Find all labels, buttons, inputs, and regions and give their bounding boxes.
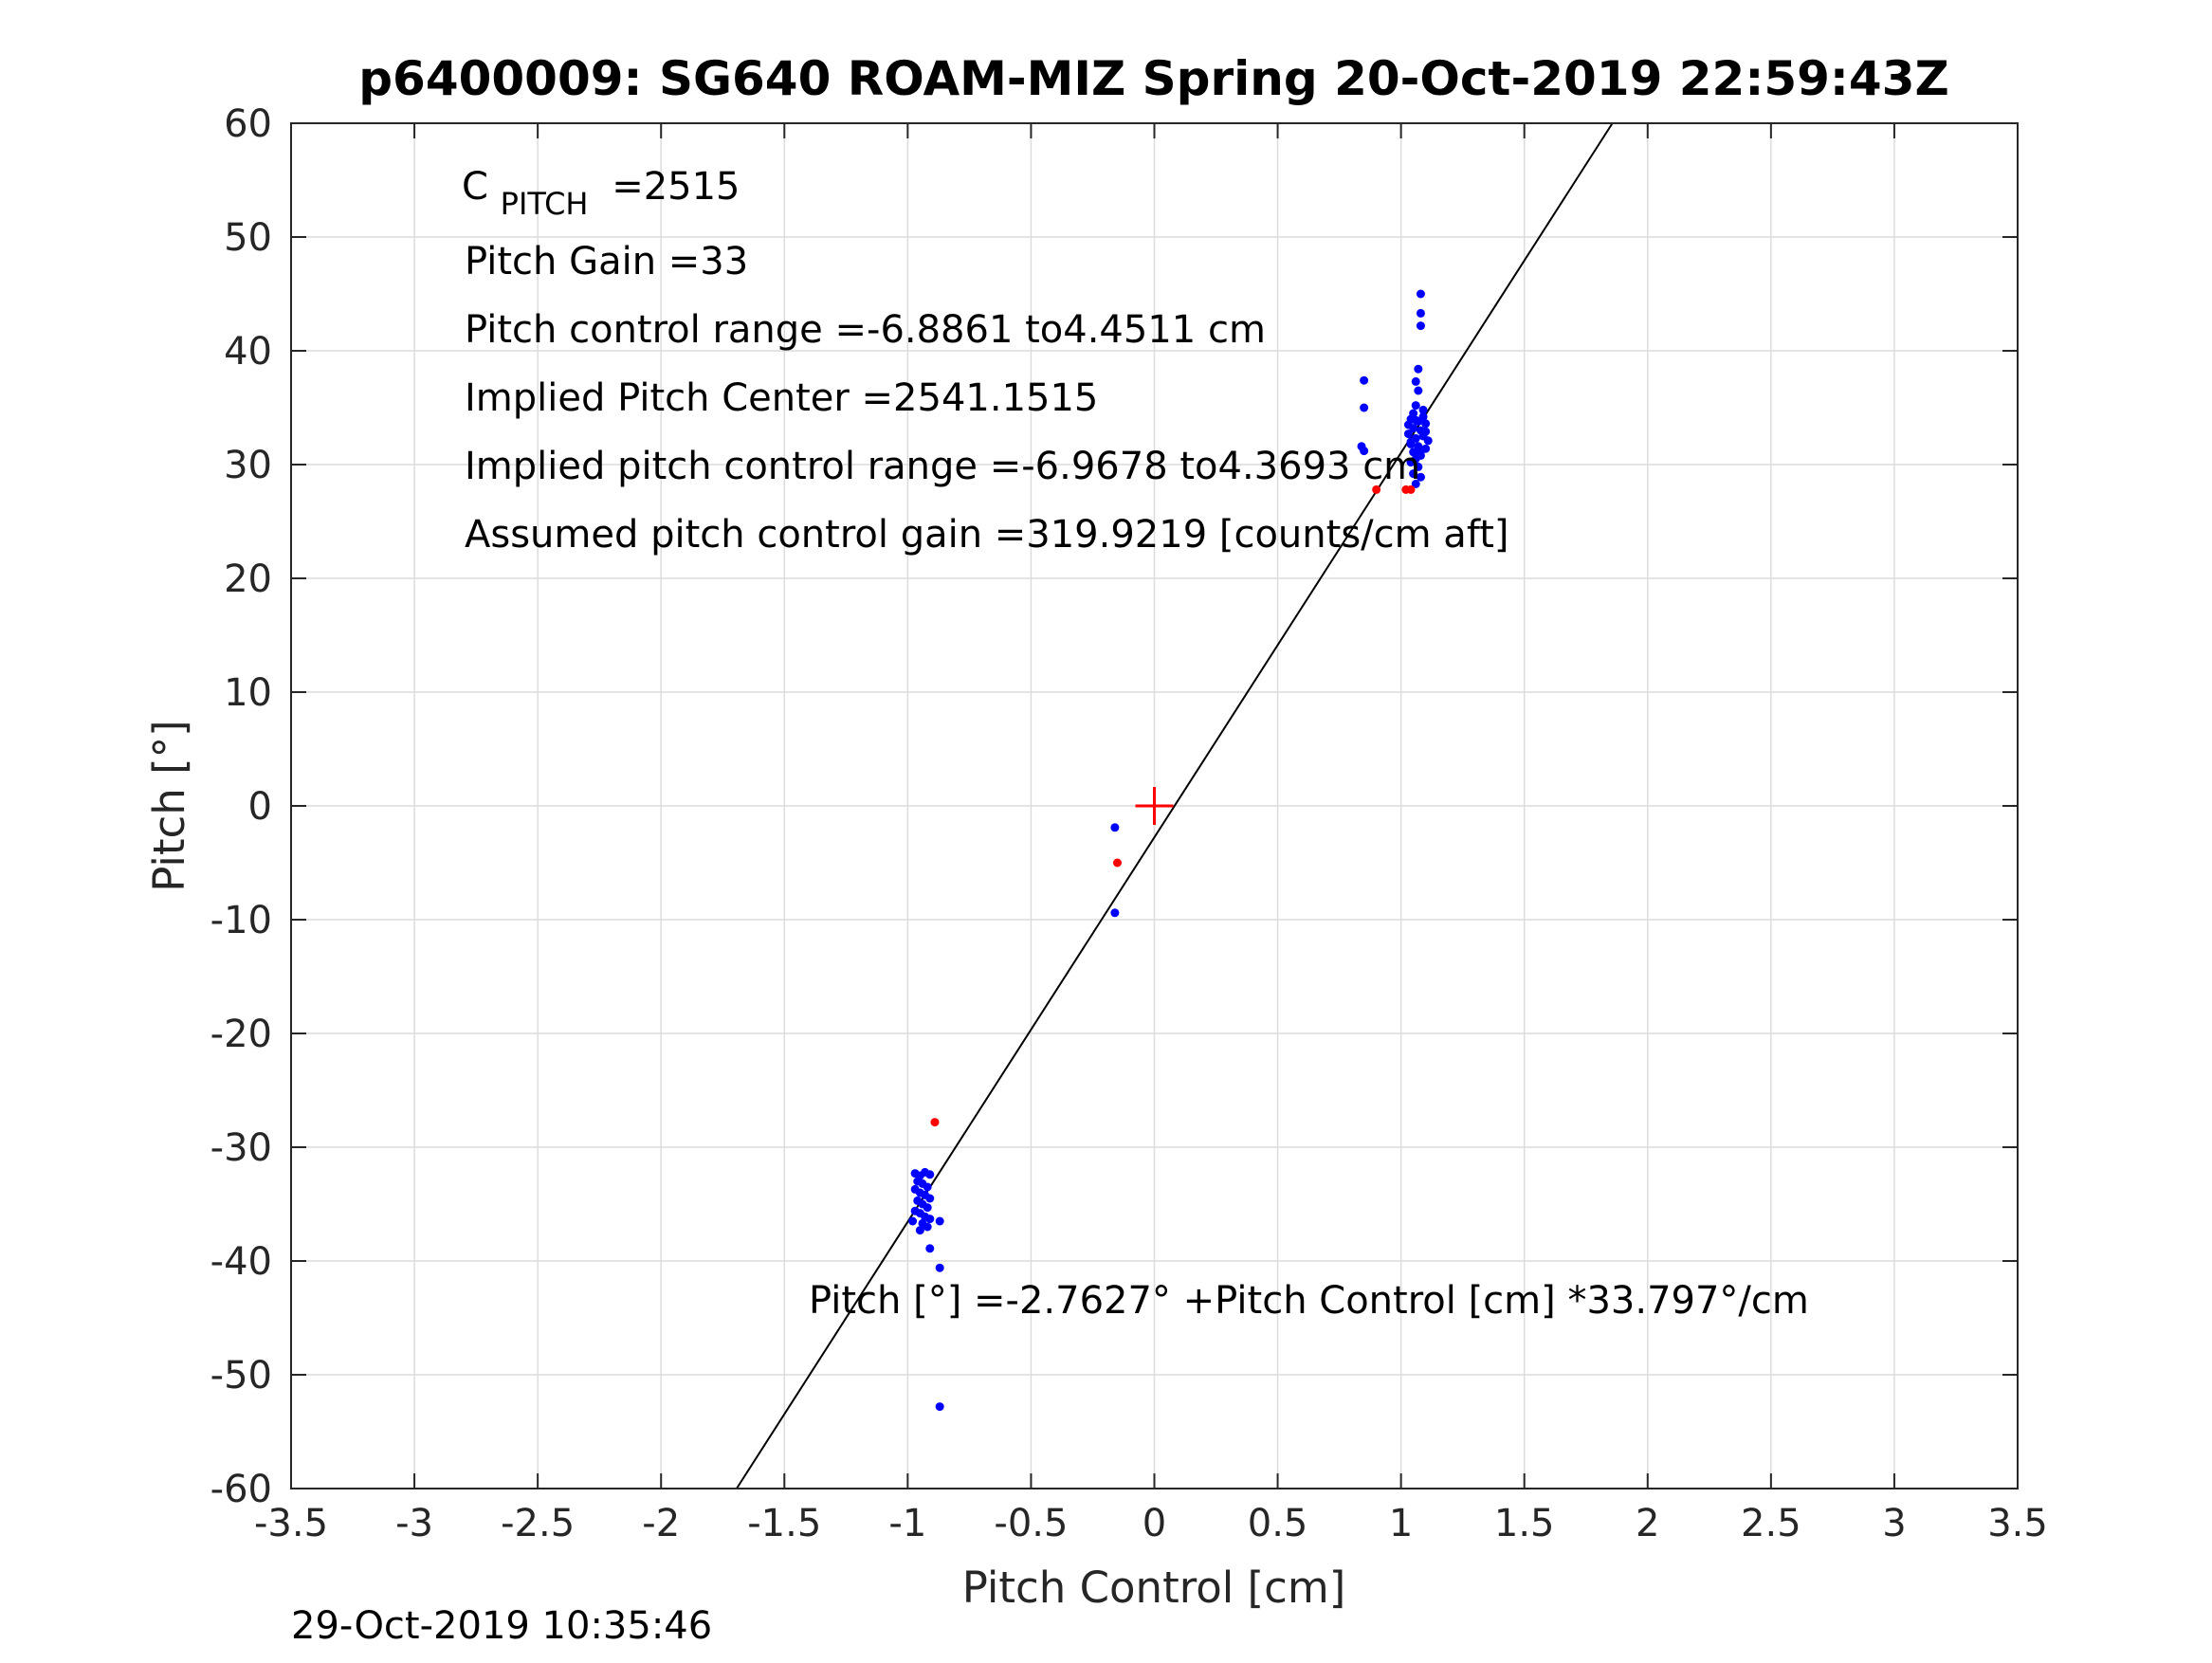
data-point <box>1110 823 1120 832</box>
x-tick-label: -1.5 <box>747 1502 821 1545</box>
footer-timestamp: 29-Oct-2019 10:35:46 <box>291 1604 712 1648</box>
y-tick-label: 30 <box>224 444 272 487</box>
annotation-pitch-control-range: Pitch control range =-6.8861 to4.4511 cm <box>465 308 1266 352</box>
data-point <box>1416 472 1425 482</box>
y-tick-label: -50 <box>210 1354 272 1398</box>
data-point <box>1360 403 1369 412</box>
fit-line <box>736 122 1614 1489</box>
x-tick-label: -1 <box>888 1502 926 1545</box>
data-point <box>1403 429 1413 439</box>
data-point <box>1416 321 1425 331</box>
y-tick-label: 10 <box>224 671 272 715</box>
data-point <box>1403 420 1413 429</box>
data-point <box>1406 458 1416 467</box>
x-tick-label: -0.5 <box>994 1502 1068 1545</box>
data-point <box>1418 412 1428 422</box>
data-point <box>1360 375 1369 385</box>
data-point <box>1411 401 1420 411</box>
data-point <box>925 1215 935 1224</box>
x-tick-label: 0 <box>1143 1502 1166 1545</box>
annotation-c-pitch: C PITCH =2515 <box>462 165 740 224</box>
c-pitch-subscript: PITCH <box>501 186 589 222</box>
data-point <box>925 1244 935 1253</box>
data-point <box>935 1402 944 1412</box>
annotation-implied-range: Implied pitch control range =-6.9678 to4… <box>465 445 1420 488</box>
x-tick-label: -3 <box>395 1502 433 1545</box>
x-tick-labels: -3.5 -3 -2.5 -2 -1.5 -1 -0.5 0 0.5 1 1.5 2 2.5 3 3.5 <box>254 1502 2048 1545</box>
x-tick-label: 3.5 <box>1987 1502 2048 1545</box>
data-point <box>1414 462 1423 471</box>
data-point <box>1411 376 1420 386</box>
c-pitch-value: =2515 <box>612 165 740 209</box>
data-point <box>1372 484 1381 494</box>
center-cross-marker <box>1135 787 1174 825</box>
y-tick-label: -40 <box>210 1240 272 1284</box>
data-point <box>1360 447 1369 456</box>
data-point <box>1423 436 1433 446</box>
y-tick-label: -30 <box>210 1126 272 1170</box>
data-point <box>1406 437 1416 447</box>
y-tick-label: -60 <box>210 1468 272 1511</box>
annotation-pitch-gain: Pitch Gain =33 <box>465 240 748 283</box>
data-point <box>1416 447 1425 456</box>
data-point <box>1409 448 1418 457</box>
data-point <box>1418 405 1428 414</box>
data-point <box>1421 419 1431 429</box>
y-tick-label: 50 <box>224 216 272 260</box>
ticks <box>290 122 2019 1489</box>
data-point <box>925 1170 935 1179</box>
data-point <box>1414 364 1423 374</box>
data-point <box>925 1194 935 1203</box>
y-tick-label: -10 <box>210 899 272 942</box>
c-pitch-main: C <box>462 165 488 209</box>
data-point <box>1414 386 1423 395</box>
y-tick-label: -20 <box>210 1013 272 1056</box>
data-point <box>1416 308 1425 318</box>
data-point <box>1409 469 1418 479</box>
x-tick-label: 2 <box>1636 1502 1659 1545</box>
y-tick-labels: -60 -50 -40 -30 -20 -10 0 10 20 30 40 50 60 <box>210 102 272 1511</box>
data-points <box>908 289 1433 1412</box>
y-tick-label: 20 <box>224 557 272 601</box>
annotation-fit-equation: Pitch [°] =-2.7627° +Pitch Control [cm] … <box>809 1279 1809 1323</box>
data-point <box>935 1216 944 1226</box>
annotation-implied-center: Implied Pitch Center =2541.1515 <box>465 376 1098 420</box>
x-axis-label: Pitch Control [cm] <box>962 1562 1346 1613</box>
data-point <box>1110 908 1120 918</box>
data-point <box>915 1226 924 1235</box>
x-tick-label: -3.5 <box>254 1502 328 1545</box>
data-point <box>923 1203 932 1213</box>
annotation-assumed-gain: Assumed pitch control gain =319.9219 [co… <box>465 513 1508 557</box>
x-tick-label: 0.5 <box>1248 1502 1308 1545</box>
data-point <box>923 1222 932 1232</box>
y-tick-label: 40 <box>224 330 272 374</box>
x-tick-label: -2 <box>642 1502 680 1545</box>
data-point <box>1416 289 1425 299</box>
data-point <box>1411 479 1420 488</box>
data-point <box>1421 427 1431 436</box>
x-tick-label: 1 <box>1389 1502 1413 1545</box>
data-point <box>935 1263 944 1272</box>
y-tick-label: 60 <box>224 102 272 146</box>
x-tick-label: 1.5 <box>1494 1502 1555 1545</box>
y-axis-label: Pitch [°] <box>144 720 194 891</box>
data-point <box>1112 858 1122 868</box>
x-tick-label: -2.5 <box>501 1502 575 1545</box>
x-tick-label: 2.5 <box>1741 1502 1801 1545</box>
data-point <box>923 1182 932 1192</box>
data-point <box>930 1118 940 1127</box>
axes-frame <box>290 122 2019 1489</box>
chart-title: p6400009: SG640 ROAM-MIZ Spring 20-Oct-2… <box>358 51 1949 106</box>
y-tick-label: 0 <box>248 785 272 829</box>
data-point <box>1406 484 1416 494</box>
data-point <box>908 1216 918 1226</box>
data-point <box>1411 415 1420 425</box>
x-tick-label: 3 <box>1882 1502 1906 1545</box>
